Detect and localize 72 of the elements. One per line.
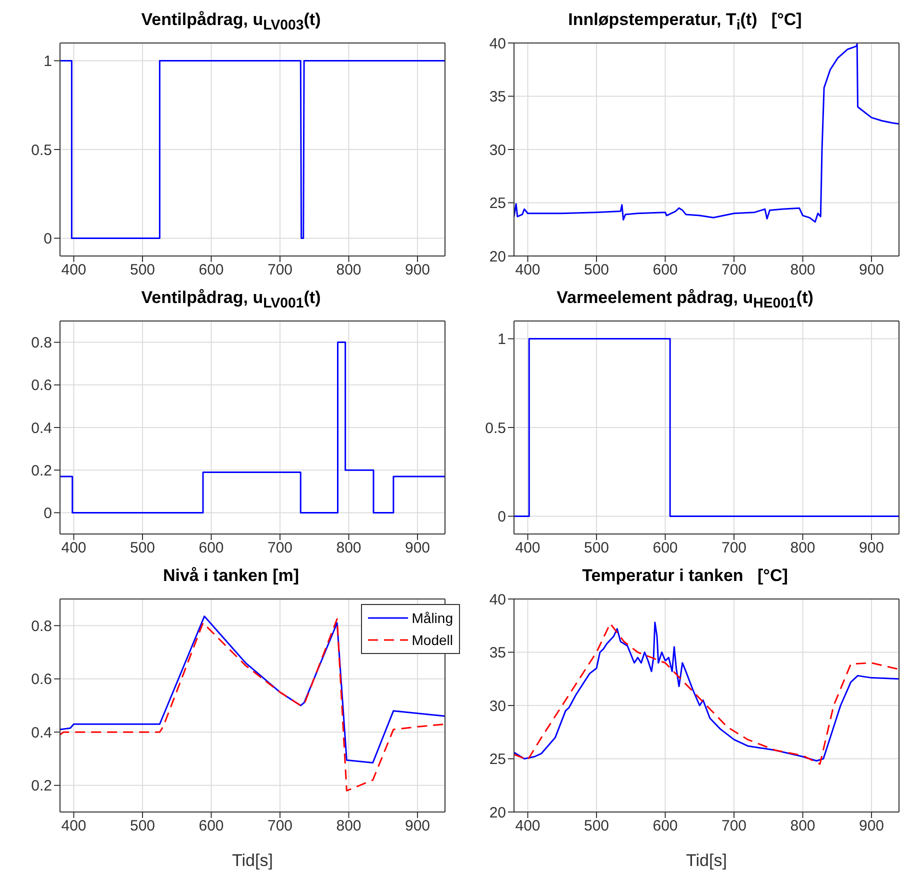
x-tick-label: 600	[652, 262, 678, 279]
x-tick-label: 800	[790, 818, 816, 835]
x-tick-label: 700	[267, 262, 293, 279]
y-tick-label: 0	[44, 230, 52, 248]
y-tick-label: 0	[44, 505, 52, 522]
x-tick-label: 500	[130, 262, 156, 279]
x-tick-label: 800	[336, 540, 362, 557]
y-tick-label: 40	[489, 35, 506, 52]
y-tick-label: 25	[489, 195, 506, 212]
x-tick-label: 600	[198, 540, 224, 557]
y-tick-label: 0.4	[31, 420, 52, 437]
x-tick-label: 900	[858, 540, 884, 557]
chart-title: Varmeelement pådrag, u$_{HE001}$(t)	[556, 287, 814, 314]
x-tick-label: 900	[404, 818, 430, 835]
y-tick-label: 35	[489, 88, 506, 106]
x-tick-label: 700	[267, 540, 293, 557]
x-tick-label: 500	[584, 262, 610, 279]
x-tick-label: 800	[790, 262, 816, 279]
y-tick-label: 0.4	[31, 724, 52, 742]
y-tick-label: 25	[489, 751, 506, 768]
x-axis-title: Tid[s]	[686, 851, 727, 870]
x-tick-label: 500	[584, 818, 610, 835]
x-tick-label: 800	[336, 818, 362, 835]
x-tick-label: 500	[584, 540, 610, 557]
y-tick-label: 0.5	[31, 142, 52, 159]
legend-label: Modell	[412, 632, 453, 648]
chart-title: Ventilpådrag, u$_{LV001}$(t)	[140, 287, 322, 314]
y-tick-label: 1	[44, 53, 52, 70]
y-tick-label: 30	[489, 142, 506, 159]
x-tick-label: 600	[198, 818, 224, 835]
y-tick-label: 40	[489, 591, 506, 608]
y-tick-label: 30	[489, 698, 506, 715]
y-tick-label: 1	[498, 331, 506, 348]
x-tick-label: 600	[652, 818, 678, 835]
x-tick-label: 400	[515, 818, 540, 835]
x-tick-label: 900	[858, 818, 884, 835]
y-tick-label: 0.8	[31, 618, 52, 635]
x-tick-label: 900	[858, 262, 884, 279]
x-tick-label: 400	[61, 540, 86, 557]
x-tick-label: 700	[721, 540, 747, 557]
chart-title: Temperatur i tanken [°C]	[581, 565, 789, 587]
x-tick-label: 400	[61, 262, 86, 279]
y-tick-label: 0.5	[485, 420, 506, 437]
x-tick-label: 900	[404, 540, 430, 557]
chart-title: Ventilpådrag, u$_{LV003}$(t)	[140, 9, 322, 36]
y-tick-label: 0.8	[31, 334, 52, 352]
y-tick-label: 0.2	[31, 778, 52, 795]
x-tick-label: 800	[790, 540, 816, 557]
y-tick-label: 20	[489, 248, 506, 266]
y-tick-label: 0.6	[31, 671, 52, 688]
x-tick-label: 900	[404, 262, 430, 279]
x-tick-label: 700	[721, 818, 747, 835]
line-series	[60, 342, 445, 514]
y-tick-label: 0	[498, 508, 506, 526]
chart-title: Nivå i tanken [m]	[162, 565, 300, 587]
x-tick-label: 700	[267, 818, 293, 835]
x-tick-label: 500	[130, 540, 156, 557]
y-tick-label: 35	[489, 644, 506, 662]
x-tick-label: 800	[336, 262, 362, 279]
legend-label: Måling	[412, 610, 453, 626]
x-tick-label: 400	[515, 262, 540, 279]
y-tick-label: 0.6	[31, 377, 52, 394]
y-tick-label: 20	[489, 804, 506, 822]
x-axis-title: Tid[s]	[232, 851, 273, 870]
x-tick-label: 600	[198, 262, 224, 279]
y-tick-label: 0.2	[31, 462, 52, 480]
x-tick-label: 400	[61, 818, 86, 835]
x-tick-label: 700	[721, 262, 747, 279]
x-tick-label: 400	[515, 540, 540, 557]
x-tick-label: 600	[652, 540, 678, 557]
chart-title: Innløpstemperatur, T$_{i}$(t) [°C]	[567, 9, 803, 36]
x-tick-label: 500	[130, 818, 156, 835]
